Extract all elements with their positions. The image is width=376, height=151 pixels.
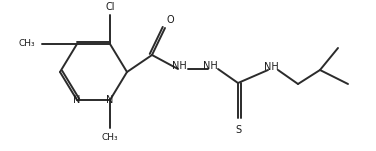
Text: NH: NH [264, 62, 278, 72]
Text: Cl: Cl [105, 2, 115, 12]
Text: N: N [73, 95, 81, 105]
Text: NH: NH [203, 61, 217, 71]
Text: S: S [235, 125, 241, 135]
Text: NH: NH [171, 61, 186, 71]
Text: O: O [166, 15, 174, 25]
Text: CH₃: CH₃ [102, 133, 118, 143]
Text: CH₃: CH₃ [18, 40, 35, 48]
Text: N: N [106, 95, 114, 105]
